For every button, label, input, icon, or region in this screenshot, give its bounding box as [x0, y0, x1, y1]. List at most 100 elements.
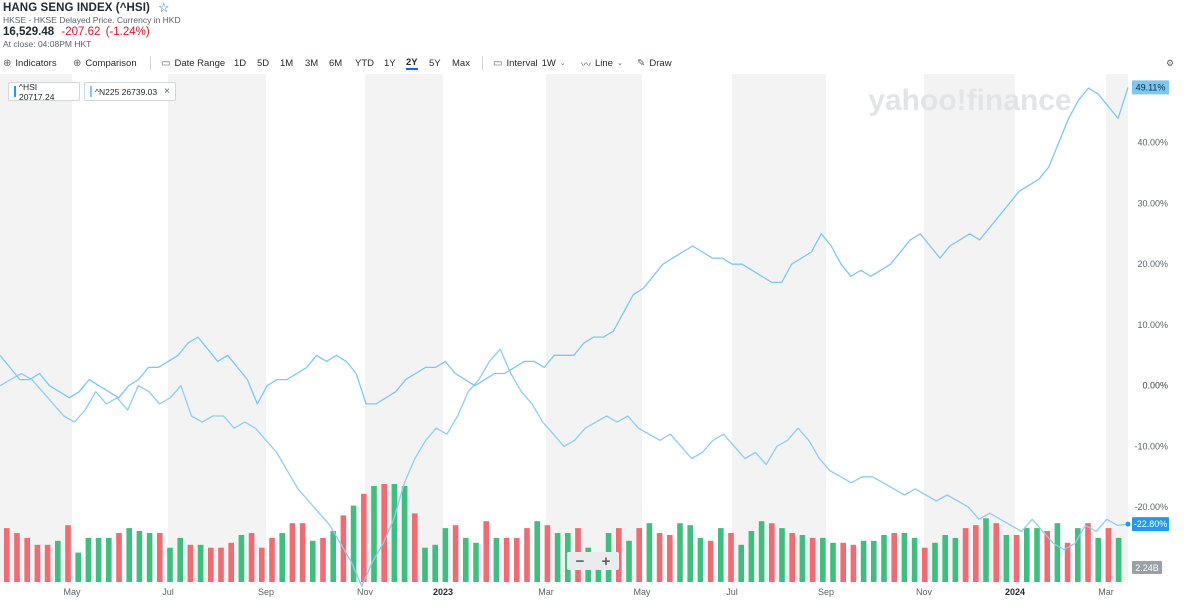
volume-bar [911, 537, 918, 582]
interval-label: Interval [506, 57, 538, 69]
volume-bar [412, 513, 418, 582]
volume-bar [177, 537, 183, 582]
volume-bar [758, 521, 765, 582]
y-tick-label: 20.00% [1137, 259, 1168, 269]
volume-bar [830, 542, 836, 582]
zoom-in-button[interactable]: + [601, 552, 611, 570]
volume-bar [1034, 528, 1040, 582]
volume-bar [1075, 528, 1081, 582]
volume-bar [687, 525, 693, 582]
volume-bar [146, 533, 153, 582]
indicators-button[interactable]: ⊕ Indicators [3, 58, 57, 69]
legend-n225[interactable]: ^N225 26739.03 × [84, 82, 176, 101]
y-tick-label-zero: 0.00% [1142, 381, 1168, 391]
range-1d[interactable]: 1D [234, 57, 247, 69]
range-5y[interactable]: 5Y [429, 57, 441, 69]
n225-value-label: 49.11% [1136, 82, 1166, 92]
n225-legend-label: ^N225 26739.03 [95, 86, 158, 97]
volume-bar [442, 528, 449, 582]
volume-bar [769, 523, 775, 582]
volume-bar [1054, 523, 1061, 582]
range-max[interactable]: Max [452, 57, 470, 69]
volume-bar [809, 537, 816, 582]
chart-type-button[interactable]: 〰 Line ⌄ [581, 56, 623, 71]
interval-button[interactable]: ▭ Interval 1W ⌄ [493, 58, 566, 69]
y-tick-label: -20.00% [1134, 502, 1168, 512]
volume-bar [350, 505, 357, 582]
volume-bar [187, 544, 194, 582]
chevron-down-icon: ⌄ [559, 60, 566, 67]
indicators-label: Indicators [15, 57, 57, 69]
volume-bar [707, 540, 714, 582]
hsi-color-swatch [14, 86, 16, 97]
volume-bar [952, 537, 959, 582]
range-2y[interactable]: 2Y [406, 56, 418, 70]
range-1m[interactable]: 1M [280, 57, 294, 69]
volume-bar [860, 540, 867, 582]
range-3m[interactable]: 3M [305, 57, 319, 69]
volume-bar [289, 523, 296, 582]
volume-label: 2.24B [1135, 563, 1159, 573]
legend-hsi[interactable]: ^HSI 20717.24 [8, 82, 80, 102]
close-time: At close: 04:08PM HKT [3, 39, 92, 49]
volume-bar [422, 547, 428, 582]
volume-bar [891, 533, 897, 582]
volume-bar [4, 528, 10, 582]
volume-bar [269, 537, 275, 582]
comparison-label: Comparison [85, 57, 137, 69]
range-6m[interactable]: 6M [329, 57, 343, 69]
volume-bar [799, 535, 806, 582]
close-icon[interactable]: × [164, 86, 170, 97]
quote-header: HANG SENG INDEX (^HSI) ☆ HKSE - HKSE Del… [3, 0, 181, 50]
range-1y[interactable]: 1Y [384, 57, 396, 69]
range-ytd[interactable]: YTD [355, 57, 374, 69]
pencil-icon: ✎ [637, 57, 646, 69]
volume-bar [820, 537, 826, 582]
series-line-hsi [0, 348, 1129, 587]
plus-circle-icon: ⊕ [3, 57, 12, 69]
comparison-button[interactable]: ⊕ Comparison [73, 58, 137, 69]
volume-bar [1044, 531, 1050, 582]
range-5d[interactable]: 5D [257, 57, 270, 69]
volume-bar [208, 547, 214, 582]
volume-bar [636, 528, 642, 582]
x-tick-label: Jul [162, 587, 174, 597]
calendar-icon: ▭ [161, 57, 171, 69]
time-band [546, 74, 642, 582]
volume-bar [503, 537, 510, 582]
time-band [924, 74, 1015, 582]
date-range-button[interactable]: ▭ Date Range [161, 58, 225, 69]
volume-bar [881, 535, 887, 582]
volume-bar [157, 533, 163, 582]
volume-bar [34, 544, 41, 582]
volume-bar [779, 528, 785, 582]
hsi-value-badge [1132, 517, 1169, 532]
plus-circle-icon: ⊕ [73, 57, 82, 69]
volume-bar [738, 544, 744, 582]
line-chart-icon: 〰 [581, 59, 591, 71]
price-value: 16,529.48 [3, 26, 55, 38]
volume-bar [44, 544, 51, 582]
toolbar-divider [482, 56, 483, 70]
volume-bar [524, 528, 530, 582]
volume-bar [55, 540, 61, 582]
volume-bar [85, 537, 92, 582]
draw-button[interactable]: ✎ Draw [637, 58, 672, 69]
volume-bar [14, 533, 20, 582]
volume-bar [922, 547, 928, 582]
volume-bar [1003, 535, 1010, 582]
volume-bar [973, 525, 979, 582]
settings-icon[interactable]: ⚙ [1166, 57, 1175, 68]
price-change: -207.62 [61, 26, 101, 38]
star-icon[interactable]: ☆ [157, 0, 170, 15]
volume-bar [1064, 542, 1071, 582]
volume-bar [514, 537, 520, 582]
volume-bar [279, 533, 285, 582]
x-tick-label: May [633, 587, 651, 597]
volume-bar [483, 521, 489, 582]
volume-bar [381, 484, 387, 582]
time-band [732, 74, 826, 582]
zoom-control: − + [567, 552, 619, 570]
volume-bar [1115, 537, 1122, 582]
zoom-out-button[interactable]: − [575, 552, 585, 570]
